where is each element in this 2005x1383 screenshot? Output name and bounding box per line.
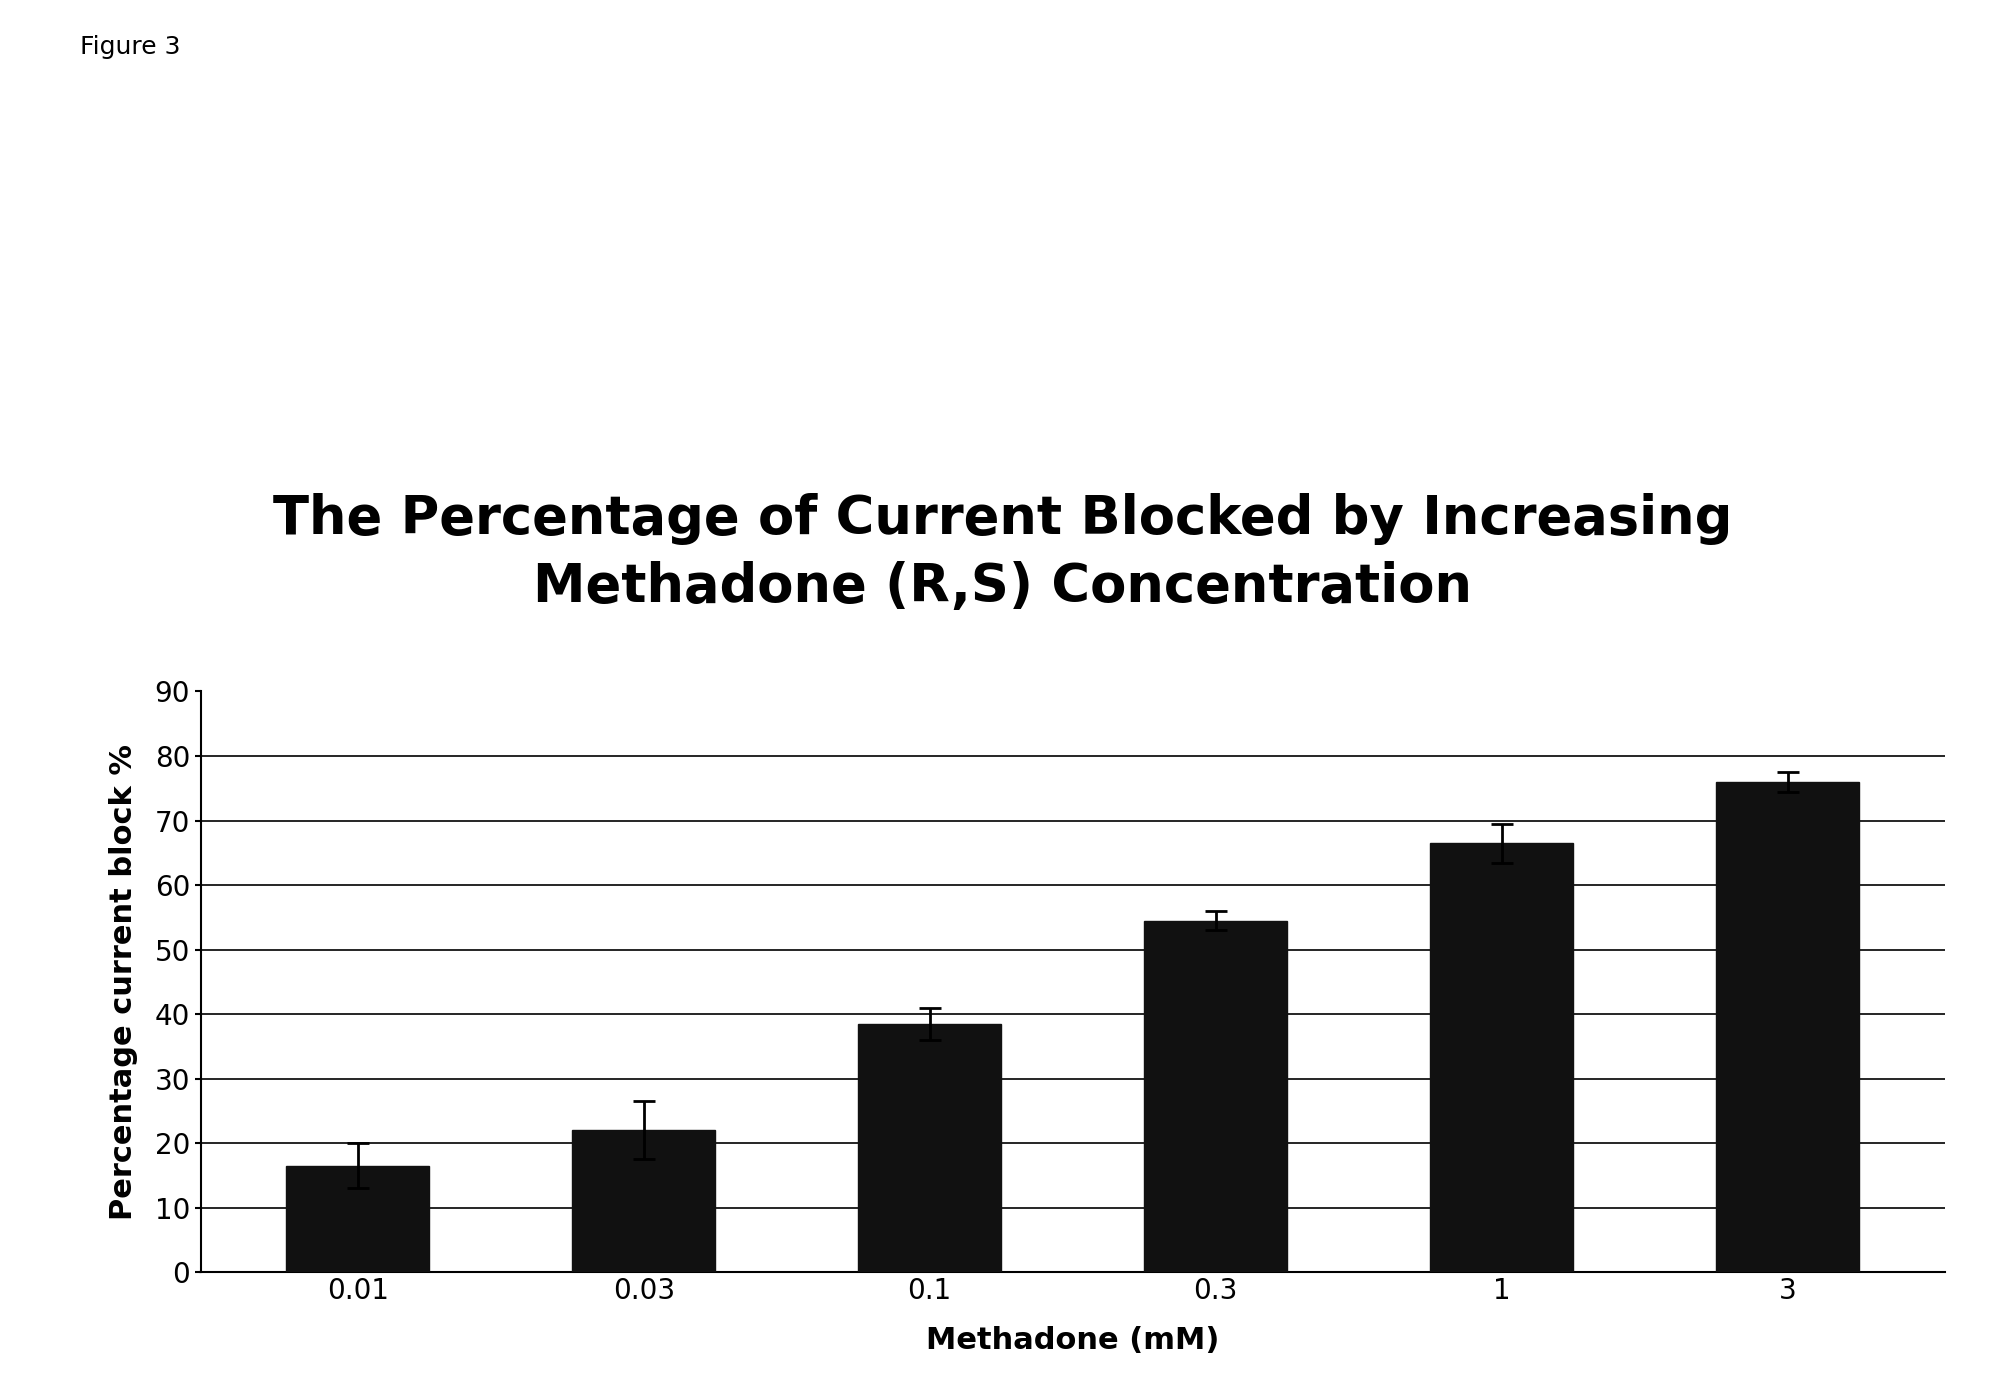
Bar [858,1023,1000,1272]
X-axis label: Methadone (mM): Methadone (mM) [926,1326,1219,1355]
Bar [1145,921,1287,1272]
Bar [287,1166,429,1272]
Bar [1716,781,1859,1272]
Text: The Percentage of Current Blocked by Increasing
Methadone (R,S) Concentration: The Percentage of Current Blocked by Inc… [273,492,1732,614]
Text: Figure 3: Figure 3 [80,35,180,58]
Y-axis label: Percentage current block %: Percentage current block % [108,744,138,1220]
Bar [571,1130,716,1272]
Bar [1430,844,1574,1272]
